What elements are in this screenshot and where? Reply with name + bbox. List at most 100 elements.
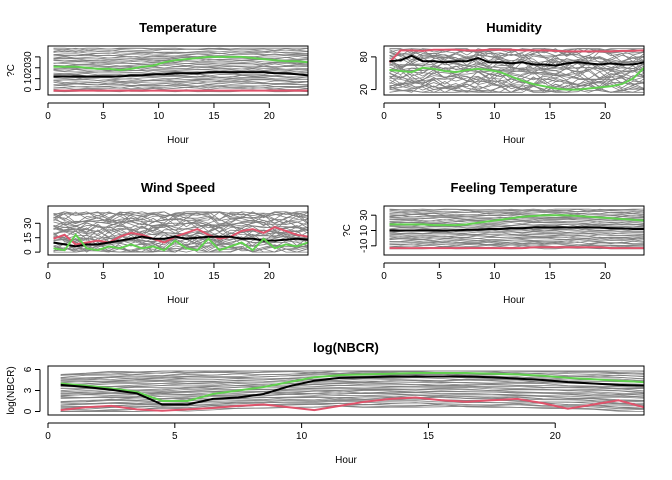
background-line	[60, 382, 644, 393]
series-line-0	[53, 71, 308, 78]
background-line	[389, 244, 644, 248]
x-tick-label: 10	[153, 271, 165, 282]
chart-title: log(NBCR)	[313, 340, 379, 355]
background-line	[53, 80, 308, 84]
x-tick-label: 5	[101, 111, 107, 122]
background-line	[389, 220, 644, 224]
plot-frame	[47, 45, 309, 96]
background-line	[389, 241, 644, 245]
x-tick-label: 5	[437, 111, 443, 122]
background-line	[389, 48, 644, 58]
background-line	[389, 217, 644, 221]
x-axis-label: Hour	[503, 295, 525, 306]
plot-frame	[47, 205, 309, 256]
background-line	[60, 371, 644, 381]
series-line-1	[60, 375, 644, 406]
background-line	[60, 381, 644, 392]
x-tick-label: 20	[600, 111, 612, 122]
background-line	[53, 47, 308, 50]
x-tick-label: 20	[264, 271, 276, 282]
chart-title: Feeling Temperature	[451, 180, 578, 195]
background-line	[53, 55, 308, 59]
background-line	[60, 374, 644, 384]
background-line	[53, 211, 308, 219]
x-tick-label: 20	[550, 431, 562, 442]
x-axis-label: Hour	[167, 135, 189, 146]
y-tick-label: 20	[359, 84, 370, 96]
y-tick-label: 30	[23, 51, 34, 63]
plot-area	[53, 47, 308, 93]
background-line	[53, 217, 308, 228]
x-tick-label: 20	[600, 271, 612, 282]
background-line	[389, 238, 644, 241]
series-line-2	[389, 66, 644, 91]
plot-area	[388, 48, 644, 93]
chart-title: Wind Speed	[141, 180, 215, 195]
background-line	[53, 47, 308, 51]
series-line-1	[53, 55, 308, 72]
x-tick-label: 20	[264, 111, 276, 122]
x-tick-label: 0	[381, 111, 387, 122]
x-tick-label: 10	[296, 431, 308, 442]
series-line-2	[389, 246, 644, 250]
y-axis-label: ?C	[6, 64, 17, 77]
y-tick-label: 0	[23, 86, 34, 92]
y-tick-label: 15	[23, 232, 34, 244]
x-tick-label: 0	[45, 111, 51, 122]
x-tick-label: 5	[437, 271, 443, 282]
series-line-2	[60, 396, 644, 412]
y-tick-label: -10	[359, 238, 370, 253]
background-line	[60, 391, 644, 399]
x-tick-label: 15	[544, 271, 556, 282]
background-line	[389, 243, 644, 247]
background-line	[60, 392, 644, 402]
x-tick-label: 10	[153, 111, 165, 122]
y-axis-label: ?C	[342, 224, 353, 237]
chart-title: Humidity	[486, 20, 542, 35]
x-tick-label: 15	[544, 111, 556, 122]
x-tick-label: 5	[101, 271, 107, 282]
chart-title: Temperature	[139, 20, 217, 35]
background-line	[53, 86, 308, 90]
background-line	[389, 210, 644, 214]
x-tick-label: 5	[172, 431, 178, 442]
panel-1: Humidity 0 5 10 15 20 Hour 20 80	[359, 20, 645, 146]
background-line	[389, 218, 644, 222]
y-tick-label: 20	[23, 62, 34, 74]
background-line	[389, 240, 644, 244]
x-tick-label: 10	[489, 271, 501, 282]
x-tick-label: 10	[489, 111, 501, 122]
series-line-1	[389, 226, 644, 232]
x-tick-label: 15	[208, 271, 220, 282]
x-tick-label: 15	[423, 431, 435, 442]
background-line	[60, 387, 644, 396]
background-line	[389, 208, 644, 211]
background-line	[389, 209, 644, 213]
background-line	[53, 81, 308, 85]
background-line	[60, 397, 644, 407]
background-line	[60, 403, 644, 412]
y-tick-label: 30	[359, 209, 370, 221]
background-line	[53, 78, 308, 81]
background-line	[389, 73, 644, 85]
y-tick-label: 0	[23, 408, 34, 414]
plot-frame	[383, 205, 645, 256]
x-axis-label: Hour	[167, 295, 189, 306]
x-tick-label: 0	[381, 271, 387, 282]
background-line	[60, 394, 644, 405]
y-axis-label: log(NBCR)	[6, 366, 17, 414]
series-line-0	[53, 226, 308, 246]
y-tick-label: 3	[23, 387, 34, 393]
y-tick-label: 0	[23, 249, 34, 255]
y-tick-label: 10	[23, 73, 34, 85]
y-tick-label: 6	[23, 366, 34, 372]
background-line	[53, 64, 308, 68]
y-tick-label: 30	[23, 217, 34, 229]
y-tick-label: 10	[359, 225, 370, 237]
background-line	[389, 233, 644, 236]
plot-area	[389, 208, 644, 250]
background-line	[60, 383, 644, 394]
